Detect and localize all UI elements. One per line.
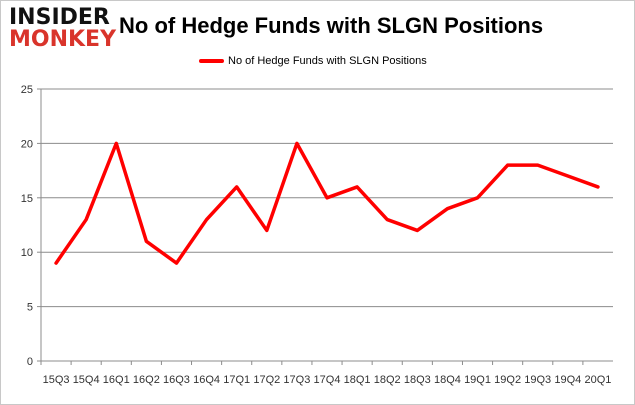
x-tick-label: 17Q4 <box>314 374 341 386</box>
x-tick-label: 16Q4 <box>193 374 220 386</box>
legend: No of Hedge Funds with SLGN Positions <box>199 55 427 67</box>
x-tick-label: 18Q4 <box>434 374 461 386</box>
x-tick-label: 15Q4 <box>73 374 100 386</box>
x-tick-label: 20Q1 <box>584 374 611 386</box>
x-tick-label: 19Q1 <box>464 374 491 386</box>
chart-title: No of Hedge Funds with SLGN Positions <box>119 13 544 38</box>
logo-line-2: MONKEY <box>9 27 117 52</box>
x-tick-label: 16Q3 <box>163 374 190 386</box>
x-tick-label: 15Q3 <box>43 374 70 386</box>
y-tick-label: 20 <box>21 138 33 150</box>
legend-swatch <box>199 59 224 63</box>
y-tick-label: 0 <box>27 356 33 368</box>
x-tick-label: 19Q2 <box>494 374 521 386</box>
y-tick-label: 15 <box>21 193 33 205</box>
x-tick-label: 17Q1 <box>223 374 250 386</box>
x-tick-label: 18Q3 <box>404 374 431 386</box>
x-tick-label: 19Q3 <box>524 374 551 386</box>
insider-monkey-logo: INSIDER MONKEY <box>9 7 116 51</box>
y-tick-label: 10 <box>21 247 33 259</box>
x-tick-label: 16Q2 <box>133 374 160 386</box>
x-tick-label: 18Q1 <box>344 374 371 386</box>
y-tick-label: 5 <box>27 302 33 314</box>
x-tick-label: 17Q3 <box>283 374 310 386</box>
legend-label: No of Hedge Funds with SLGN Positions <box>228 55 427 67</box>
x-tick-label: 18Q2 <box>374 374 401 386</box>
x-tick-label: 16Q1 <box>103 374 130 386</box>
x-tick-label: 19Q4 <box>554 374 581 386</box>
series-line <box>54 141 600 265</box>
x-tick-label: 17Q2 <box>253 374 280 386</box>
y-tick-label: 25 <box>21 84 33 96</box>
logo-line-1: INSIDER <box>9 5 110 30</box>
